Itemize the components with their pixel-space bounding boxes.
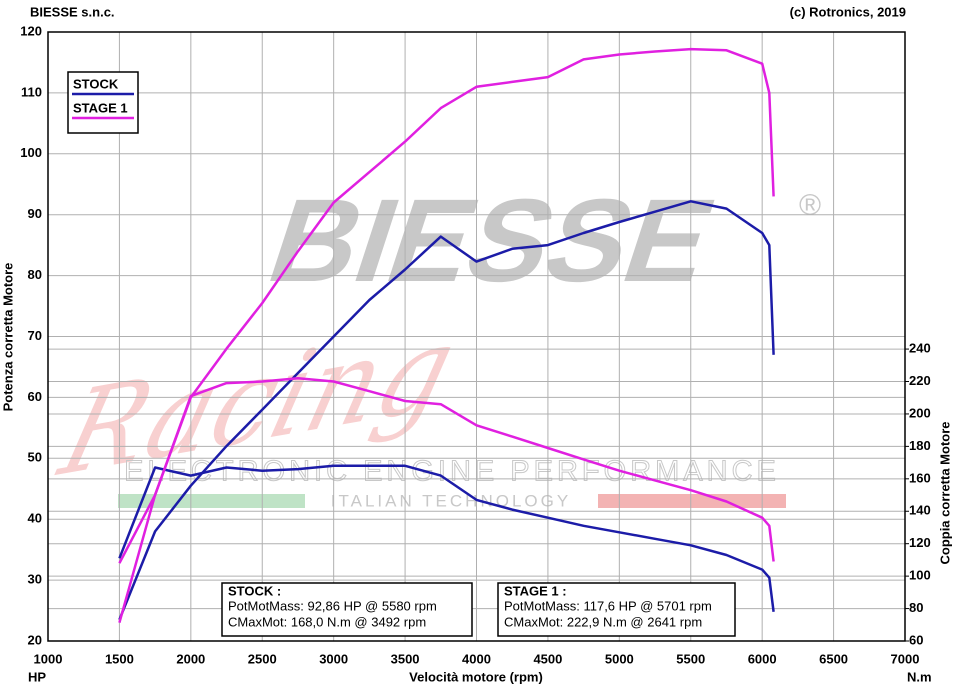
y2-tick-label: 60 — [909, 632, 923, 647]
x-tick-label: 4500 — [533, 651, 562, 666]
x-tick-label: 3000 — [319, 651, 348, 666]
x-tick-label: 3500 — [391, 651, 420, 666]
x-tick-label: 5000 — [605, 651, 634, 666]
info-box — [497, 582, 736, 637]
y2-tick-label: 80 — [909, 600, 923, 615]
y-tick-label: 40 — [28, 511, 42, 526]
lines — [118, 47, 775, 624]
watermark-green-bar — [118, 494, 305, 508]
y-tick-label: 50 — [28, 450, 42, 465]
y-tick-label: 110 — [21, 84, 42, 99]
legend-label: STOCK — [73, 76, 119, 91]
x-tick-label: 4000 — [462, 651, 491, 666]
y-tick-label: 60 — [28, 389, 42, 404]
legend-label: STAGE 1 — [73, 100, 128, 115]
y-tick-label: 20 — [28, 632, 42, 647]
y-tick-label: 80 — [28, 267, 42, 282]
info-box-title: STAGE 1 : — [504, 583, 567, 598]
x-tick-label: 7000 — [891, 651, 920, 666]
watermark-red-bar — [598, 494, 786, 508]
y-tick-label: 90 — [28, 206, 42, 221]
y-tick-label: 120 — [20, 23, 42, 38]
info-box-title: STOCK : — [228, 583, 281, 598]
x-tick-label: 1500 — [105, 651, 134, 666]
watermark-origin: ITALIAN TECHNOLOGY — [331, 491, 571, 510]
x-axis-label: Velocità motore (rpm) — [409, 669, 543, 684]
power-line — [118, 200, 775, 621]
watermark: BIESSE ® Racing ELECTRONIC ENGINE PERFOR… — [46, 174, 821, 511]
y2-tick-label: 160 — [909, 470, 931, 485]
y2-tick-label: 200 — [909, 405, 931, 420]
y-axis-label: Potenza corretta Motore — [0, 263, 15, 412]
info-box-line: PotMotMass: 117,6 HP @ 5701 rpm — [504, 598, 712, 613]
header-left: BIESSE s.n.c. — [30, 4, 115, 19]
y2-axis-label: Coppia corretta Motore — [937, 421, 952, 564]
y-tick-label: 30 — [28, 572, 42, 587]
y2-tick-label: 100 — [909, 568, 931, 583]
y2-tick-label: 120 — [909, 535, 931, 550]
torque-line — [118, 377, 775, 564]
info-box — [221, 582, 473, 637]
torque-line — [118, 464, 775, 612]
ticks: 1000 1500 2000 2500 3000 3500 4000 4500 5000 5500… — [20, 23, 930, 666]
header-right: (c) Rotronics, 2019 — [790, 4, 906, 19]
x-tick-label: 5500 — [676, 651, 705, 666]
info-box-line: CMaxMot: 168,0 N.m @ 3492 rpm — [228, 614, 426, 629]
y2-tick-label: 220 — [909, 373, 931, 388]
legend-box — [67, 71, 139, 134]
legend: STOCK STAGE 1 — [72, 76, 134, 120]
y-unit: HP — [28, 669, 46, 684]
x-tick-label: 2000 — [176, 651, 205, 666]
x-tick-label: 1000 — [34, 651, 63, 666]
power-line — [118, 47, 775, 624]
y2-tick-label: 240 — [909, 341, 931, 356]
info-box-line: CMaxMot: 222,9 N.m @ 2641 rpm — [504, 614, 702, 629]
y2-tick-label: 180 — [909, 438, 931, 453]
y-tick-label: 70 — [28, 328, 42, 343]
watermark-registered: ® — [799, 189, 821, 222]
info-boxes: STOCK :PotMotMass: 92,86 HP @ 5580 rpmCM… — [221, 582, 736, 637]
watermark-brand: BIESSE — [254, 174, 730, 307]
info-box-line: PotMotMass: 92,86 HP @ 5580 rpm — [228, 598, 437, 613]
y2-tick-label: 140 — [909, 503, 931, 518]
x-tick-label: 6000 — [748, 651, 777, 666]
x-tick-label: 6500 — [819, 651, 848, 666]
y2-unit: N.m — [907, 669, 932, 684]
plot-frame — [47, 31, 906, 642]
y-tick-label: 100 — [20, 145, 42, 160]
x-tick-label: 2500 — [248, 651, 277, 666]
